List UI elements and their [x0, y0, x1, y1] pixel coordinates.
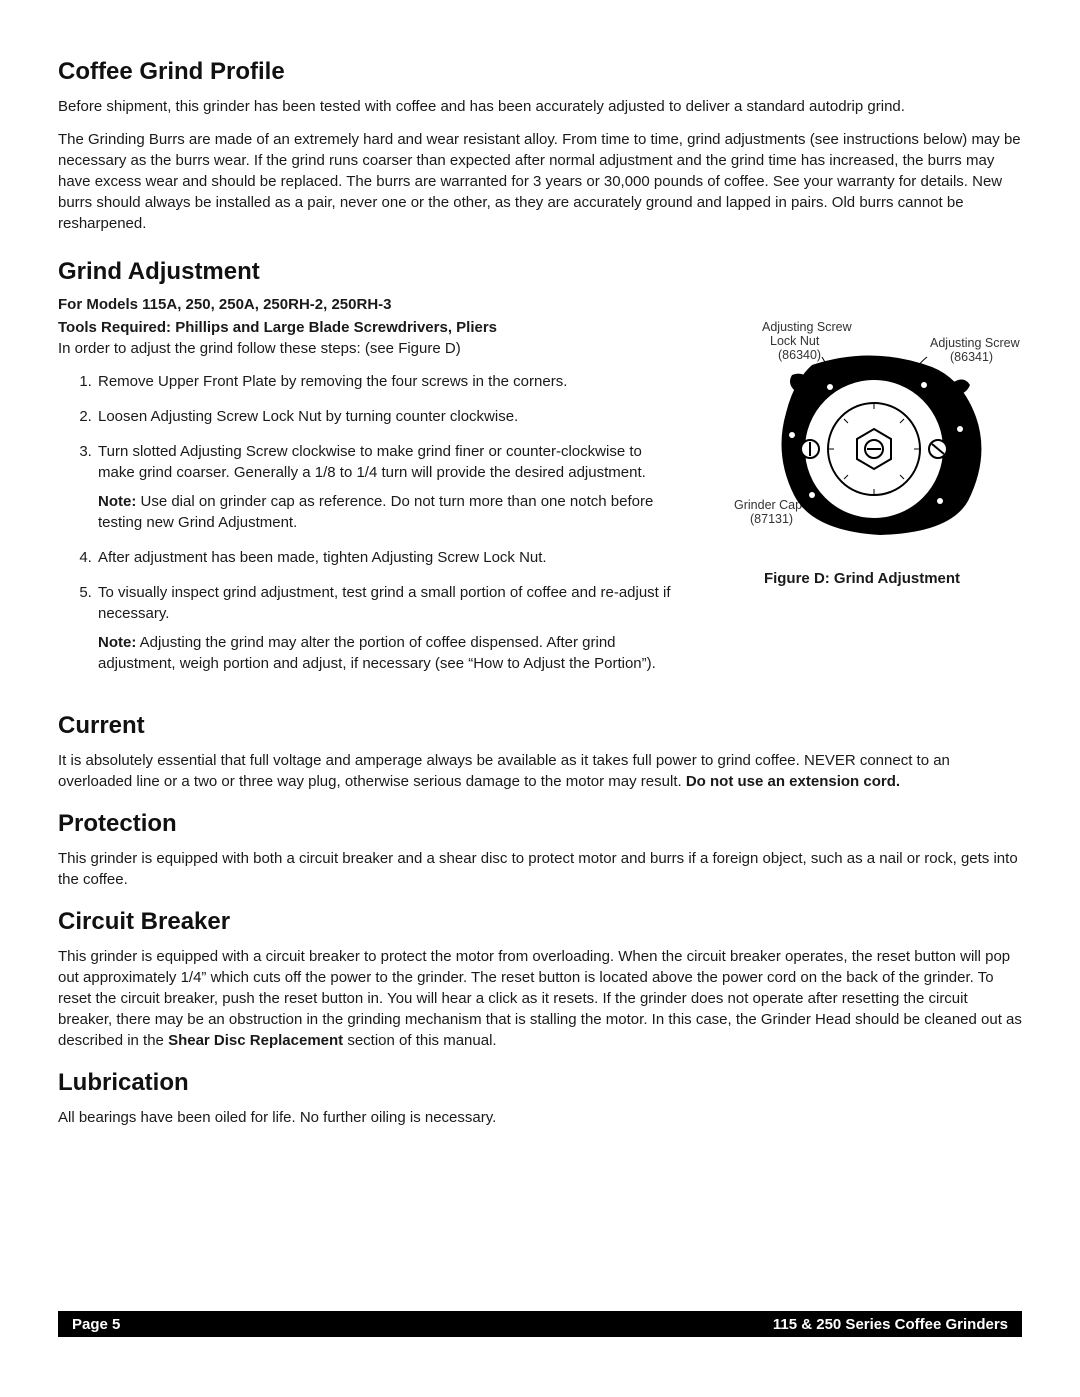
ga-step-5-note-label: Note: — [98, 634, 136, 651]
ga-step-5-text: To visually inspect grind adjustment, te… — [98, 584, 671, 622]
current-paragraph: It is absolutely essential that full vol… — [58, 750, 1022, 792]
heading-circuit-breaker: Circuit Breaker — [58, 908, 1022, 936]
page-footer-bar: Page 5 115 & 250 Series Coffee Grinders — [58, 1311, 1022, 1337]
ga-tools-rest: In order to adjust the grind follow thes… — [58, 340, 461, 357]
protection-paragraph: This grinder is equipped with both a cir… — [58, 848, 1022, 890]
ga-text-col: Tools Required: Phillips and Large Blade… — [58, 317, 682, 688]
heading-lubrication: Lubrication — [58, 1069, 1022, 1097]
figure-d-col: Adjusting Screw Lock Nut (86340) Adjusti… — [702, 317, 1022, 587]
ga-step-2: Loosen Adjusting Screw Lock Nut by turni… — [96, 406, 682, 427]
figure-d-diagram: Adjusting Screw Lock Nut (86340) Adjusti… — [702, 317, 1022, 557]
fig-label-cap-2: (87131) — [750, 512, 793, 526]
ga-step-3-text: Turn slotted Adjusting Screw clockwise t… — [98, 443, 646, 481]
section-circuit-breaker: Circuit Breaker This grinder is equipped… — [58, 908, 1022, 1051]
ga-tools-line: Tools Required: Phillips and Large Blade… — [58, 317, 682, 359]
cb-p-bold: Shear Disc Replacement — [168, 1032, 343, 1049]
ga-tools-bold: Tools Required: Phillips and Large Blade… — [58, 319, 497, 336]
footer-title: 115 & 250 Series Coffee Grinders — [773, 1316, 1008, 1333]
ga-models-line: For Models 115A, 250, 250A, 250RH-2, 250… — [58, 296, 1022, 313]
fig-label-adjscrew-1: Adjusting Screw — [930, 336, 1021, 350]
cb-p-part2: section of this manual. — [343, 1032, 496, 1049]
section-grind-adjustment: Grind Adjustment For Models 115A, 250, 2… — [58, 258, 1022, 688]
figure-d-caption: Figure D: Grind Adjustment — [702, 570, 1022, 587]
cgp-paragraph-2: The Grinding Burrs are made of an extrem… — [58, 129, 1022, 234]
ga-step-1-text: Remove Upper Front Plate by removing the… — [98, 373, 567, 390]
ga-step-5-note-text: Adjusting the grind may alter the portio… — [98, 634, 656, 672]
cb-paragraph: This grinder is equipped with a circuit … — [58, 946, 1022, 1051]
footer-page-number: Page 5 — [72, 1316, 120, 1333]
lubrication-paragraph: All bearings have been oiled for life. N… — [58, 1107, 1022, 1128]
ga-row: Tools Required: Phillips and Large Blade… — [58, 317, 1022, 688]
heading-protection: Protection — [58, 810, 1022, 838]
ga-step-1: Remove Upper Front Plate by removing the… — [96, 371, 682, 392]
fig-label-cap-1: Grinder Cap — [734, 498, 802, 512]
fig-label-adjscrew-2: (86341) — [950, 350, 993, 364]
heading-grind-adjustment: Grind Adjustment — [58, 258, 1022, 286]
heading-coffee-grind-profile: Coffee Grind Profile — [58, 58, 1022, 86]
cgp-paragraph-1: Before shipment, this grinder has been t… — [58, 96, 1022, 117]
section-current: Current It is absolutely essential that … — [58, 712, 1022, 792]
fig-label-locknut-2: Lock Nut — [770, 334, 820, 348]
ga-steps: Remove Upper Front Plate by removing the… — [58, 371, 682, 674]
fig-label-locknut-1: Adjusting Screw — [762, 320, 853, 334]
ga-step-5-note: Note: Adjusting the grind may alter the … — [98, 632, 682, 674]
grinder-body-icon — [782, 355, 982, 535]
ga-step-5: To visually inspect grind adjustment, te… — [96, 582, 682, 674]
fig-label-locknut-3: (86340) — [778, 348, 821, 362]
manual-page: Coffee Grind Profile Before shipment, th… — [0, 0, 1080, 1397]
ga-step-4-text: After adjustment has been made, tighten … — [98, 549, 547, 566]
ga-step-2-text: Loosen Adjusting Screw Lock Nut by turni… — [98, 408, 518, 425]
section-lubrication: Lubrication All bearings have been oiled… — [58, 1069, 1022, 1128]
ga-step-3-note-text: Use dial on grinder cap as reference. Do… — [98, 493, 653, 531]
heading-current: Current — [58, 712, 1022, 740]
section-coffee-grind-profile: Coffee Grind Profile Before shipment, th… — [58, 58, 1022, 234]
current-p-bold: Do not use an extension cord. — [686, 773, 900, 790]
section-protection: Protection This grinder is equipped with… — [58, 810, 1022, 890]
ga-step-4: After adjustment has been made, tighten … — [96, 547, 682, 568]
ga-step-3: Turn slotted Adjusting Screw clockwise t… — [96, 441, 682, 533]
ga-step-3-note-label: Note: — [98, 493, 136, 510]
ga-step-3-note: Note: Use dial on grinder cap as referen… — [98, 491, 682, 533]
